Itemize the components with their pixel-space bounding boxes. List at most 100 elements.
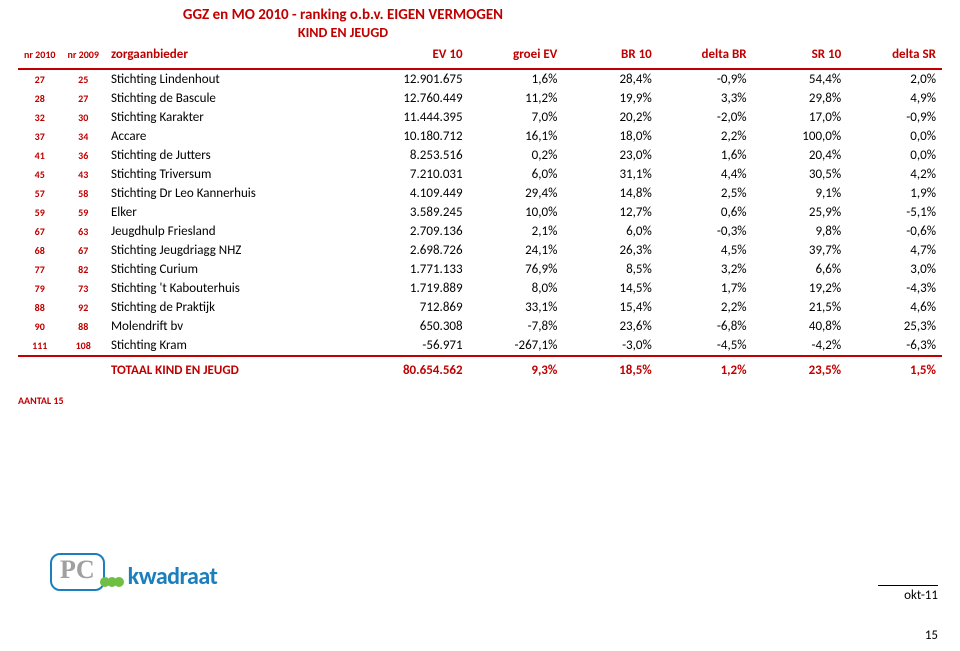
page-number: 15 [925, 628, 938, 643]
cell-zorg: Stichting de Praktijk [105, 298, 373, 317]
cell-sr: 9,1% [753, 184, 848, 203]
cell-br: 15,4% [563, 298, 657, 317]
cell-dbr: -0,3% [658, 222, 753, 241]
table-row: 3734Accare10.180.71216,1%18,0%2,2%100,0%… [18, 127, 942, 146]
cell-groei: 16,1% [469, 127, 564, 146]
cell-ev: 1.771.133 [373, 260, 468, 279]
cell-nr-2010: 88 [18, 298, 61, 317]
totals-sr: 23,5% [753, 356, 848, 384]
cell-dbr: -6,8% [658, 317, 753, 336]
cell-sr: 30,5% [753, 165, 848, 184]
aantal-label: AANTAL 15 [18, 394, 942, 407]
cell-ev: 2.709.136 [373, 222, 468, 241]
table-row: 4543Stichting Triversum7.210.0316,0%31,1… [18, 165, 942, 184]
cell-sr: 100,0% [753, 127, 848, 146]
cell-dbr: -0,9% [658, 69, 753, 89]
cell-ev: 712.869 [373, 298, 468, 317]
cell-br: 6,0% [563, 222, 657, 241]
cell-dsr: 1,9% [847, 184, 942, 203]
col-nr-2009: nr 2009 [61, 43, 104, 69]
cell-dsr: 4,6% [847, 298, 942, 317]
cell-dsr: -5,1% [847, 203, 942, 222]
col-ev10: EV 10 [373, 43, 468, 69]
cell-dbr: 2,2% [658, 127, 753, 146]
col-zorg: zorgaanbieder [105, 43, 373, 69]
col-dsr: delta SR [847, 43, 942, 69]
cell-nr-2009: 58 [61, 184, 104, 203]
cell-nr-2009: 30 [61, 108, 104, 127]
cell-nr-2009: 59 [61, 203, 104, 222]
cell-dbr: 1,7% [658, 279, 753, 298]
col-groei: groei EV [469, 43, 564, 69]
cell-sr: 21,5% [753, 298, 848, 317]
cell-nr-2009: 73 [61, 279, 104, 298]
cell-dsr: -6,3% [847, 336, 942, 356]
cell-nr-2009: 27 [61, 89, 104, 108]
table-row: 2725Stichting Lindenhout12.901.6751,6%28… [18, 69, 942, 89]
cell-zorg: Elker [105, 203, 373, 222]
cell-groei: 0,2% [469, 146, 564, 165]
cell-nr-2009: 36 [61, 146, 104, 165]
totals-dsr: 1,5% [847, 356, 942, 384]
cell-dsr: 0,0% [847, 127, 942, 146]
cell-sr: 39,7% [753, 241, 848, 260]
cell-nr-2010: 67 [18, 222, 61, 241]
table-row: 7973Stichting 't Kabouterhuis1.719.8898,… [18, 279, 942, 298]
table-row: 111108Stichting Kram-56.971-267,1%-3,0%-… [18, 336, 942, 356]
cell-nr-2010: 59 [18, 203, 61, 222]
cell-dbr: 3,2% [658, 260, 753, 279]
cell-sr: 54,4% [753, 69, 848, 89]
logo-brand-text: kwadraat [128, 562, 218, 591]
cell-zorg: Molendrift bv [105, 317, 373, 336]
cell-groei: -7,8% [469, 317, 564, 336]
table-row: 4136Stichting de Jutters8.253.5160,2%23,… [18, 146, 942, 165]
cell-nr-2010: 79 [18, 279, 61, 298]
cell-dbr: 0,6% [658, 203, 753, 222]
cell-nr-2010: 37 [18, 127, 61, 146]
cell-zorg: Stichting Triversum [105, 165, 373, 184]
cell-br: 31,1% [563, 165, 657, 184]
cell-sr: -4,2% [753, 336, 848, 356]
logo: PC kwadraat [50, 553, 217, 591]
table-row: 5758Stichting Dr Leo Kannerhuis4.109.449… [18, 184, 942, 203]
col-sr10: SR 10 [753, 43, 848, 69]
cell-dsr: 4,2% [847, 165, 942, 184]
cell-nr-2009: 82 [61, 260, 104, 279]
cell-dsr: 3,0% [847, 260, 942, 279]
cell-dsr: 25,3% [847, 317, 942, 336]
cell-nr-2009: 88 [61, 317, 104, 336]
cell-groei: -267,1% [469, 336, 564, 356]
cell-zorg: Stichting Jeugdriagg NHZ [105, 241, 373, 260]
cell-sr: 9,8% [753, 222, 848, 241]
cell-groei: 8,0% [469, 279, 564, 298]
totals-row: TOTAAL KIND EN JEUGD 80.654.562 9,3% 18,… [18, 356, 942, 384]
cell-nr-2010: 111 [18, 336, 61, 356]
cell-sr: 6,6% [753, 260, 848, 279]
cell-nr-2009: 63 [61, 222, 104, 241]
table-row: 3230Stichting Karakter11.444.3957,0%20,2… [18, 108, 942, 127]
footer-date: okt-11 [878, 585, 938, 603]
cell-ev: 1.719.889 [373, 279, 468, 298]
table-row: 6867Stichting Jeugdriagg NHZ2.698.72624,… [18, 241, 942, 260]
totals-br: 18,5% [563, 356, 657, 384]
cell-nr-2010: 32 [18, 108, 61, 127]
cell-zorg: Stichting 't Kabouterhuis [105, 279, 373, 298]
cell-ev: 7.210.031 [373, 165, 468, 184]
cell-dbr: 4,5% [658, 241, 753, 260]
cell-groei: 1,6% [469, 69, 564, 89]
cell-dbr: 2,5% [658, 184, 753, 203]
cell-nr-2009: 108 [61, 336, 104, 356]
cell-nr-2009: 25 [61, 69, 104, 89]
cell-dsr: 4,9% [847, 89, 942, 108]
cell-nr-2010: 77 [18, 260, 61, 279]
cell-dbr: -4,5% [658, 336, 753, 356]
cell-ev: 11.444.395 [373, 108, 468, 127]
cell-br: 14,5% [563, 279, 657, 298]
table-row: 2827Stichting de Bascule12.760.44911,2%1… [18, 89, 942, 108]
table-row: 9088Molendrift bv650.308-7,8%23,6%-6,8%4… [18, 317, 942, 336]
cell-dsr: 4,7% [847, 241, 942, 260]
table-row: 6763Jeugdhulp Friesland2.709.1362,1%6,0%… [18, 222, 942, 241]
cell-nr-2010: 68 [18, 241, 61, 260]
cell-groei: 29,4% [469, 184, 564, 203]
cell-ev: 12.901.675 [373, 69, 468, 89]
